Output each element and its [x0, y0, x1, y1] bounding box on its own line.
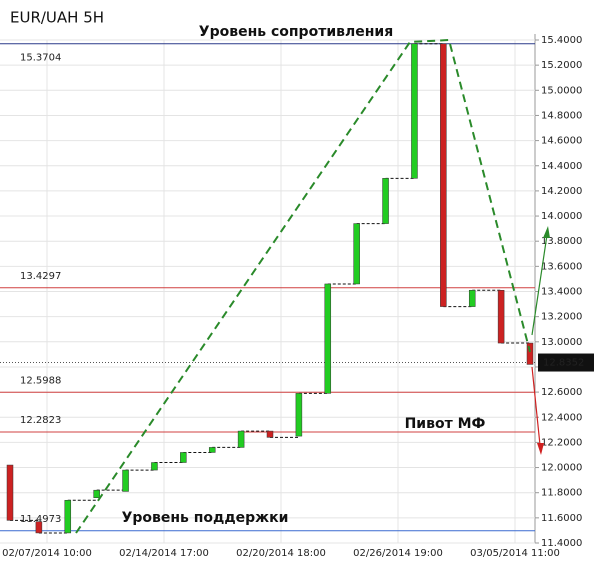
y-tick-label: 11.6000: [541, 513, 582, 524]
y-tick-label: 12.6000: [541, 387, 582, 398]
y-tick-label: 13.4000: [541, 287, 582, 298]
candle: [93, 489, 100, 498]
x-tick-label: 03/05/2014 11:00: [470, 548, 560, 559]
candle: [64, 499, 72, 534]
candle: [35, 521, 43, 534]
level-label: 12.5988: [20, 375, 61, 386]
candle: [526, 342, 534, 365]
candle: [151, 462, 158, 471]
last-price-label: 12.8352: [543, 358, 584, 369]
y-tick-label: 13.6000: [541, 261, 582, 272]
y-tick-label: 15.0000: [541, 85, 582, 96]
y-tick-label: 14.0000: [541, 211, 582, 222]
y-tick-label: 12.0000: [541, 463, 582, 474]
down-arrow: [531, 366, 541, 446]
x-tick-label: 02/07/2014 10:00: [2, 548, 92, 559]
candle: [468, 289, 476, 307]
trend-dashed-line: [75, 38, 531, 534]
down-arrow-head: [537, 443, 544, 455]
level-label: 13.4297: [20, 271, 61, 282]
candle: [440, 43, 447, 307]
y-tick-label: 11.4000: [541, 538, 582, 549]
y-tick-label: 13.0000: [541, 337, 582, 348]
marks: [6, 43, 534, 534]
level-label: 11.4973: [20, 514, 61, 525]
candle: [208, 447, 216, 453]
y-tick-label: 14.8000: [541, 110, 582, 121]
candle: [6, 464, 14, 521]
up-arrow-head: [543, 226, 550, 238]
candle: [266, 430, 274, 438]
candle: [295, 393, 303, 437]
x-tick-label: 02/20/2014 18:00: [236, 548, 326, 559]
candle: [497, 289, 505, 344]
up-arrow: [531, 234, 548, 336]
y-tick-label: 12.2000: [541, 437, 582, 448]
y-tick-label: 14.6000: [541, 136, 582, 147]
x-tick-label: 02/14/2014 17:00: [119, 548, 209, 559]
y-tick-label: 15.2000: [541, 60, 582, 71]
y-tick-label: 15.4000: [541, 35, 582, 46]
candle: [411, 43, 418, 179]
y-tick-label: 12.4000: [541, 412, 582, 423]
level-label: 12.2823: [20, 415, 61, 426]
last-price-box: [538, 353, 594, 372]
candle: [180, 452, 187, 463]
level-label: 15.3704: [20, 53, 61, 64]
candle: [382, 178, 389, 224]
annotation: Пивот МФ: [405, 416, 486, 432]
y-tick-label: 14.4000: [541, 161, 582, 172]
y-tick-label: 11.8000: [541, 488, 582, 499]
y-tick-label: 13.8000: [541, 236, 582, 247]
candle: [353, 223, 360, 285]
y-tick-label: 14.2000: [541, 186, 582, 197]
annotation: Уровень сопротивления: [199, 24, 393, 40]
annotation: Уровень поддержки: [122, 510, 289, 526]
candle: [237, 430, 245, 448]
candle: [324, 283, 332, 394]
y-tick-label: 13.2000: [541, 312, 582, 323]
x-tick-label: 02/26/2014 19:00: [353, 548, 443, 559]
candle: [122, 469, 129, 492]
chart-title: EUR/UAH 5H: [10, 9, 104, 27]
